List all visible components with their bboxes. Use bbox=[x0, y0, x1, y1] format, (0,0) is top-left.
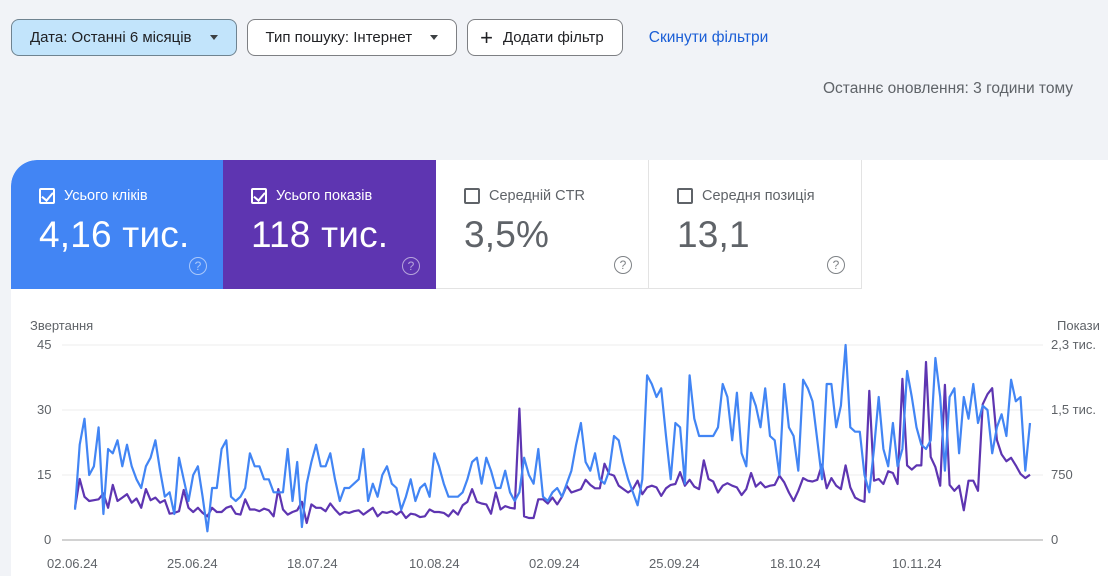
metric-card-impressions[interactable]: Усього показів 118 тис. ? bbox=[223, 160, 436, 289]
metric-card-ctr[interactable]: Середній CTR 3,5% ? bbox=[436, 160, 649, 289]
metric-label: Середня позиція bbox=[702, 188, 815, 204]
x-tick: 18.10.24 bbox=[770, 556, 821, 571]
left-axis-title: Звертання bbox=[30, 318, 94, 333]
checkbox-checked-icon[interactable] bbox=[39, 188, 55, 204]
chart-plot-area[interactable] bbox=[0, 300, 1108, 576]
metric-cards: Усього кліків 4,16 тис. ? Усього показів… bbox=[11, 160, 862, 289]
plus-icon: + bbox=[480, 24, 493, 50]
add-filter-label: Додати фільтр bbox=[502, 29, 604, 46]
dropdown-caret-icon bbox=[209, 35, 218, 40]
search-type-filter-label: Тип пошуку: Інтернет bbox=[265, 29, 413, 46]
help-icon[interactable]: ? bbox=[827, 256, 845, 274]
right-tick: 0 bbox=[1051, 532, 1059, 547]
metric-value: 4,16 тис. bbox=[39, 214, 190, 255]
impressions-line bbox=[73, 360, 1031, 525]
metric-label: Усього кліків bbox=[64, 188, 148, 204]
clicks-line bbox=[73, 343, 1032, 533]
checkbox-checked-icon[interactable] bbox=[251, 188, 267, 204]
help-icon[interactable]: ? bbox=[614, 256, 632, 274]
dropdown-caret-icon bbox=[430, 35, 439, 40]
help-icon[interactable]: ? bbox=[189, 257, 207, 275]
right-axis-title: Покази bbox=[1057, 318, 1100, 333]
checkbox-unchecked-icon[interactable] bbox=[464, 188, 480, 204]
date-filter-chip[interactable]: Дата: Останні 6 місяців bbox=[11, 19, 237, 56]
metric-card-position[interactable]: Середня позиція 13,1 ? bbox=[649, 160, 862, 289]
reset-filters-link[interactable]: Скинути фільтри bbox=[648, 28, 769, 46]
last-update-text: Останнє оновлення: 3 години тому bbox=[823, 80, 1074, 97]
right-tick: 750 bbox=[1051, 467, 1073, 482]
x-tick: 25.06.24 bbox=[167, 556, 218, 571]
x-tick: 18.07.24 bbox=[287, 556, 338, 571]
search-type-filter-chip[interactable]: Тип пошуку: Інтернет bbox=[246, 19, 458, 56]
add-filter-button[interactable]: + Додати фільтр bbox=[467, 19, 623, 56]
metric-label: Середній CTR bbox=[489, 188, 585, 204]
x-tick: 02.09.24 bbox=[529, 556, 580, 571]
metric-value: 13,1 bbox=[677, 214, 750, 255]
left-tick: 45 bbox=[37, 337, 52, 352]
metric-card-clicks[interactable]: Усього кліків 4,16 тис. ? bbox=[11, 160, 223, 289]
x-tick: 10.11.24 bbox=[892, 556, 942, 571]
left-tick: 15 bbox=[37, 467, 52, 482]
x-tick: 10.08.24 bbox=[409, 556, 460, 571]
right-tick: 1,5 тис. bbox=[1051, 402, 1097, 417]
left-tick: 30 bbox=[37, 402, 52, 417]
x-tick: 02.06.24 bbox=[47, 556, 98, 571]
left-tick: 0 bbox=[44, 532, 52, 547]
filter-bar: Дата: Останні 6 місяців Тип пошуку: Інте… bbox=[11, 19, 768, 56]
right-tick: 2,3 тис. bbox=[1051, 337, 1097, 352]
checkbox-unchecked-icon[interactable] bbox=[677, 188, 693, 204]
help-icon[interactable]: ? bbox=[402, 257, 420, 275]
performance-chart: Звертання Покази 45 30 15 0 2,3 тис. 1,5… bbox=[0, 300, 1108, 576]
date-filter-label: Дата: Останні 6 місяців bbox=[30, 29, 192, 46]
metric-value: 3,5% bbox=[464, 214, 550, 255]
metric-value: 118 тис. bbox=[251, 214, 389, 255]
metric-label: Усього показів bbox=[276, 188, 373, 204]
x-tick: 25.09.24 bbox=[649, 556, 700, 571]
